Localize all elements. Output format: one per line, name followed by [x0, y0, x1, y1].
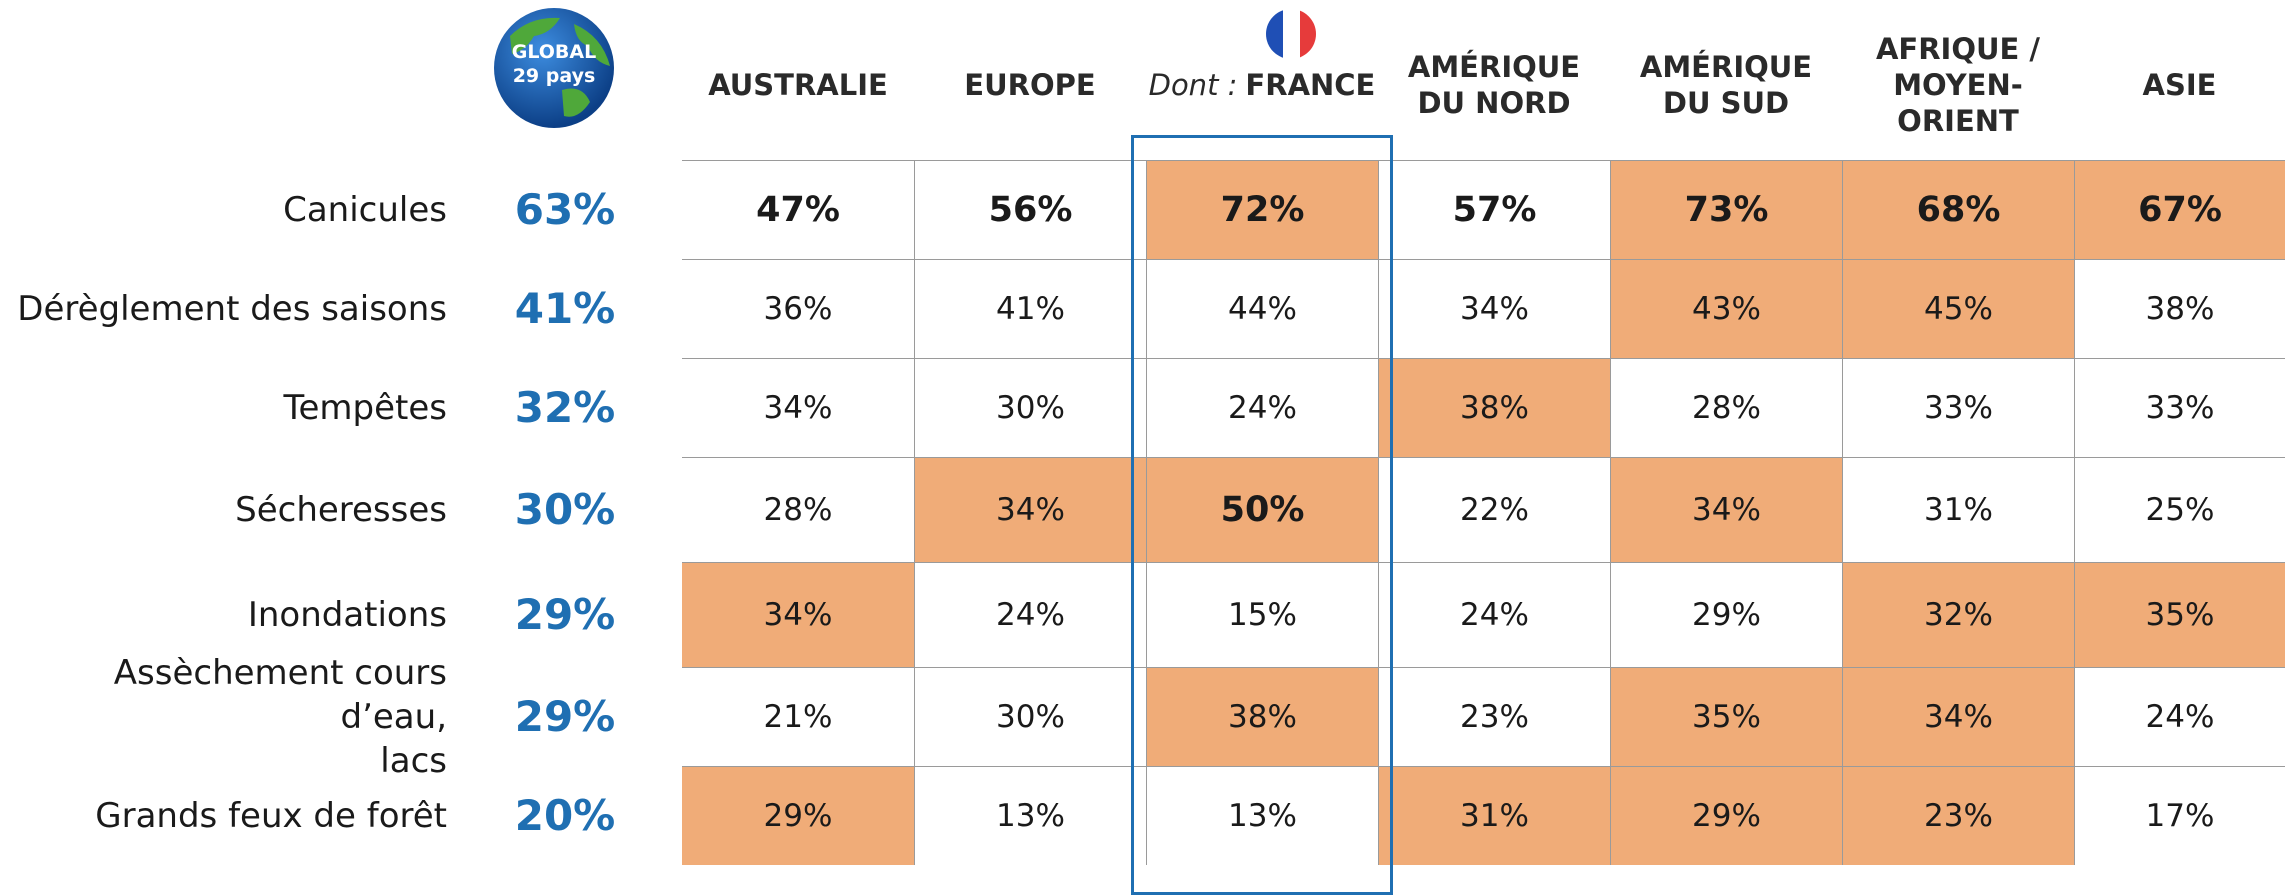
value-cell: 13%: [914, 766, 1146, 865]
value-cell: 34%: [682, 562, 914, 667]
value-cell: 25%: [2074, 457, 2285, 562]
value-cell: 35%: [1610, 667, 1842, 766]
value-cell: 31%: [1842, 457, 2074, 562]
value-cell: 31%: [1378, 766, 1610, 865]
global-value: 30%: [480, 457, 650, 562]
row-label: Sécheresses: [0, 457, 447, 562]
value-cell: 29%: [1610, 562, 1842, 667]
value-cell: 30%: [914, 358, 1146, 457]
column-header: EUROPE: [914, 10, 1146, 160]
value-cell: 38%: [2074, 259, 2285, 358]
value-cell: 68%: [1842, 160, 2074, 259]
value-cell: 45%: [1842, 259, 2074, 358]
value-cell: 28%: [1610, 358, 1842, 457]
global-sublabel: 29 pays: [513, 65, 596, 87]
value-cell: 56%: [914, 160, 1146, 259]
value-cell: 32%: [1842, 562, 2074, 667]
value-cell: 33%: [2074, 358, 2285, 457]
value-cell: 29%: [1610, 766, 1842, 865]
france-frame: [1131, 135, 1393, 895]
global-value: 20%: [480, 766, 650, 865]
global-value: 29%: [480, 562, 650, 667]
row-label: Grands feux de forêt: [0, 766, 447, 865]
value-cell: 33%: [1842, 358, 2074, 457]
column-name: FRANCE: [1245, 67, 1375, 103]
column-header: AFRIQUE / MOYEN- ORIENT: [1842, 10, 2074, 160]
value-cell: 57%: [1378, 160, 1610, 259]
value-cell: 24%: [1378, 562, 1610, 667]
global-value: 32%: [480, 358, 650, 457]
column-header: AMÉRIQUE DU NORD: [1378, 10, 1610, 160]
global-label: GLOBAL: [512, 41, 596, 63]
value-cell: 24%: [914, 562, 1146, 667]
value-cell: 34%: [1610, 457, 1842, 562]
column-header: AUSTRALIE: [682, 10, 914, 160]
france-prefix: Dont :: [1149, 67, 1238, 103]
value-cell: 24%: [2074, 667, 2285, 766]
value-cell: 23%: [1378, 667, 1610, 766]
value-cell: 43%: [1610, 259, 1842, 358]
value-cell: 38%: [1378, 358, 1610, 457]
value-cell: 36%: [682, 259, 914, 358]
row-label: Canicules: [0, 160, 447, 259]
page: GLOBAL 29 pays AUSTRALIEEUROPEDont :FRAN…: [0, 0, 2285, 888]
value-cell: 41%: [914, 259, 1146, 358]
global-value: 41%: [480, 259, 650, 358]
value-cell: 73%: [1610, 160, 1842, 259]
global-value: 29%: [480, 667, 650, 766]
value-cell: 22%: [1378, 457, 1610, 562]
value-cell: 67%: [2074, 160, 2285, 259]
row-label: Assèchement cours d’eau, lacs: [0, 667, 447, 766]
value-cell: 23%: [1842, 766, 2074, 865]
row-label: Dérèglement des saisons: [0, 259, 447, 358]
global-value: 63%: [480, 160, 650, 259]
value-cell: 17%: [2074, 766, 2285, 865]
value-cell: 29%: [682, 766, 914, 865]
value-cell: 34%: [1378, 259, 1610, 358]
value-cell: 35%: [2074, 562, 2285, 667]
column-header: AMÉRIQUE DU SUD: [1610, 10, 1842, 160]
value-cell: 47%: [682, 160, 914, 259]
value-cell: 28%: [682, 457, 914, 562]
globe-icon: GLOBAL 29 pays: [490, 6, 620, 130]
column-header: ASIE: [2074, 10, 2285, 160]
value-cell: 34%: [914, 457, 1146, 562]
value-cell: 21%: [682, 667, 914, 766]
value-cell: 34%: [682, 358, 914, 457]
value-cell: 34%: [1842, 667, 2074, 766]
row-label: Tempêtes: [0, 358, 447, 457]
value-cell: 30%: [914, 667, 1146, 766]
